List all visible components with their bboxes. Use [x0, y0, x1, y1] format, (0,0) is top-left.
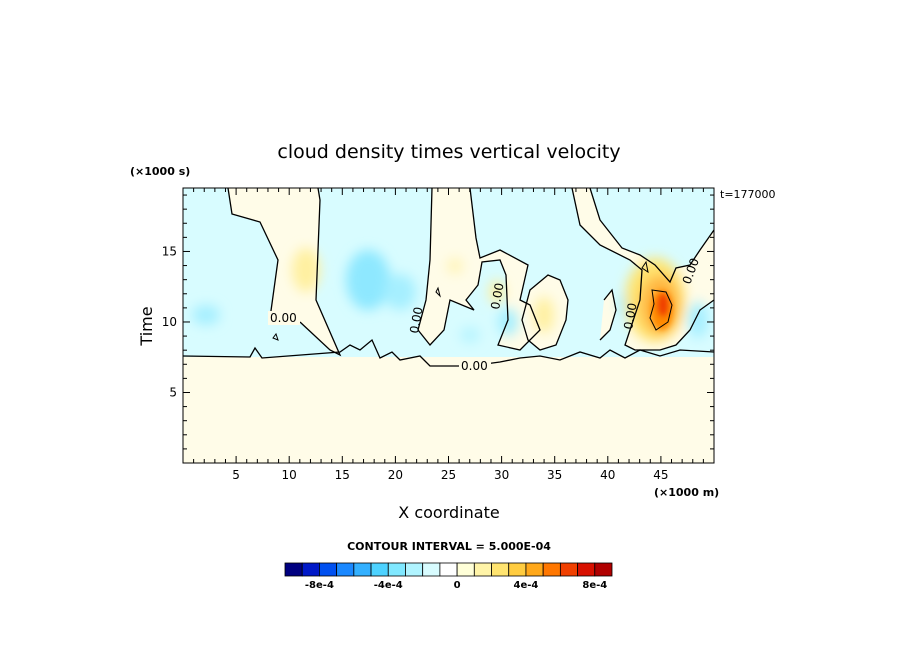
x-unit-label: (×1000 m)	[654, 486, 719, 499]
colorbar-swatch	[301, 562, 320, 577]
contour-label-5: 0.00	[621, 302, 639, 331]
time-stamp: t=177000	[720, 188, 776, 201]
y-tick-label: 10	[162, 315, 177, 329]
chart-title: cloud density times vertical velocity	[277, 141, 620, 163]
blob-neg-7	[460, 327, 480, 343]
blob-pos-core-2	[657, 293, 669, 317]
zero-contour-5	[599, 288, 617, 341]
contour-label-2: 0.00	[461, 359, 488, 373]
contour-small-2	[272, 332, 279, 341]
x-axis-label: X coordinate	[398, 503, 499, 522]
field-pos-region-5	[600, 290, 616, 340]
colorbar-swatch	[525, 562, 544, 577]
y-tick-label: 5	[169, 385, 177, 399]
blob-neg-1	[346, 250, 390, 310]
contour-label-3: 0.00	[407, 306, 425, 335]
colorbar-swatch	[456, 562, 475, 577]
x-tick-label: 30	[494, 468, 509, 482]
x-tick-label: 10	[282, 468, 297, 482]
colorbar-swatch	[439, 562, 458, 577]
blob-neg-5	[688, 302, 708, 338]
y-axis-label: Time	[137, 306, 156, 346]
x-tick-label: 25	[441, 468, 456, 482]
blob-pos-2	[489, 280, 505, 304]
colorbar-swatch	[284, 562, 303, 577]
colorbar-swatch	[491, 562, 510, 577]
contour-label-1: 0.00	[270, 311, 297, 325]
zero-contour-4	[571, 188, 714, 351]
contour-interval-text: CONTOUR INTERVAL = 5.000E-04	[347, 540, 551, 553]
colorbar-swatch	[577, 562, 596, 577]
colorbar-swatch	[370, 562, 389, 577]
colorbar: -8e-4 -4e-4 0 4e-4 8e-4	[284, 562, 613, 591]
contour-orange	[649, 289, 673, 331]
blob-pos-1	[292, 248, 320, 292]
zero-contour-2	[417, 188, 541, 351]
colorbar-tick-label: -4e-4	[374, 580, 403, 591]
colorbar-tick-label: 8e-4	[582, 580, 607, 591]
x-tick-label: 45	[653, 468, 668, 482]
contour-label-4: 0.00	[488, 282, 506, 311]
colorbar-swatch	[473, 562, 492, 577]
x-tick-label: 5	[232, 468, 240, 482]
colorbar-swatch	[405, 562, 424, 577]
colorbar-tick-label: 4e-4	[514, 580, 539, 591]
colorbar-swatch	[542, 562, 561, 577]
colorbar-swatch	[336, 562, 355, 577]
x-tick-label: 15	[335, 468, 350, 482]
contour-small-1	[641, 260, 649, 274]
colorbar-tick-label: 0	[454, 580, 461, 591]
blob-neg-2	[384, 274, 416, 310]
field-lower	[183, 357, 714, 463]
colorbar-swatch	[559, 562, 578, 577]
colorbar-swatch	[594, 562, 613, 577]
zero-contour-1	[227, 188, 342, 357]
x-axis: 5 10 15 20 25 30 35 40 45	[193, 188, 704, 482]
colorbar-tick-label: -8e-4	[305, 580, 334, 591]
field-pos-region-1	[228, 188, 340, 355]
y-unit-label: (×1000 s)	[130, 165, 190, 178]
blob-pos-3	[534, 297, 554, 333]
y-tick-label: 15	[162, 244, 177, 258]
plot-area: 0.00 0.00 0.00 0.00 0.00 0.00	[183, 188, 714, 463]
x-tick-label: 20	[388, 468, 403, 482]
y-axis: 5 10 15	[162, 194, 714, 450]
blob-neg-4	[498, 308, 518, 336]
blob-neg-3	[192, 305, 220, 325]
x-tick-label: 35	[547, 468, 562, 482]
zero-contour-3	[521, 274, 569, 351]
colorbar-swatch	[422, 562, 441, 577]
colorbar-swatch	[508, 562, 527, 577]
colorbar-swatch	[353, 562, 372, 577]
colorbar-swatch	[319, 562, 338, 577]
contour-small-3	[435, 286, 441, 298]
zero-contour-base	[183, 338, 714, 367]
colorbar-swatch	[387, 562, 406, 577]
blob-pos-4	[447, 258, 463, 274]
x-tick-label: 40	[600, 468, 615, 482]
